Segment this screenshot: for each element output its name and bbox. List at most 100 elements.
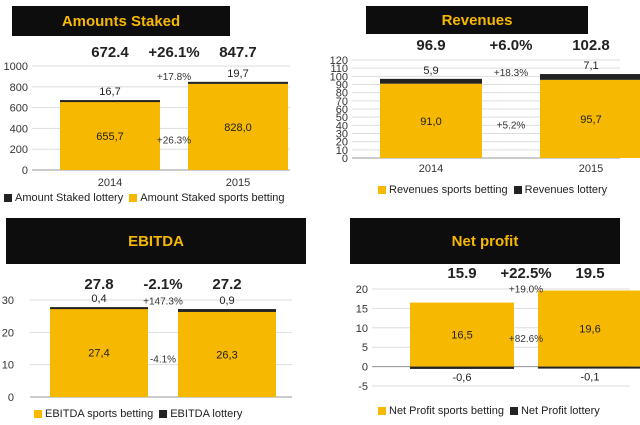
legend-label: Revenues lottery xyxy=(524,184,608,196)
legend-item: Revenues sports betting xyxy=(378,184,508,196)
chart-amounts-staked: 0 200 400 600 800 1000 655,7 16,7 672.4 2014 828,0… xyxy=(4,44,290,189)
data-label-lottery: -0,6 xyxy=(453,372,472,384)
data-label-sports-betting: 91,0 xyxy=(420,116,441,128)
change-label-sports-betting: +26.3% xyxy=(157,135,191,146)
legend-label: Amount Staked lottery xyxy=(15,192,124,204)
chart-title: EBITDA xyxy=(6,218,306,264)
y-tick-label: 90 xyxy=(336,80,348,92)
change-label-sports-betting: +5.2% xyxy=(497,121,526,132)
legend: Net Profit sports betting Net Profit lott… xyxy=(378,405,606,417)
bar-lottery xyxy=(60,100,160,103)
change-label-sports-betting: +82.6% xyxy=(509,334,543,345)
legend-swatch xyxy=(34,410,42,419)
data-label-lottery: 0,9 xyxy=(219,295,234,307)
y-tick-label: 0 xyxy=(362,362,368,374)
legend-label: Revenues sports betting xyxy=(389,184,508,196)
chart-title: Revenues xyxy=(366,6,588,34)
total-label: 19.5 xyxy=(575,265,604,282)
bar-lottery xyxy=(540,74,640,80)
data-label-sports-betting: 19,6 xyxy=(579,324,600,336)
legend-item: EBITDA lottery xyxy=(159,408,242,420)
legend-item: Revenues lottery xyxy=(513,184,608,196)
total-label: 27.8 xyxy=(84,276,113,293)
legend-label: EBITDA lottery xyxy=(170,408,243,420)
bar-sports-betting xyxy=(188,83,288,170)
bar-sports-betting xyxy=(410,302,514,367)
y-tick-label: 20 xyxy=(336,137,348,149)
data-label-sports-betting: 95,7 xyxy=(580,114,601,126)
y-tick-label: 400 xyxy=(10,123,28,135)
y-tick-label: 30 xyxy=(2,295,14,307)
total-label: 96.9 xyxy=(416,37,445,54)
y-tick-label: 60 xyxy=(336,104,348,116)
panel-amounts-staked: Amounts Staked 0 200 400 600 800 1000 655,7 16,… xyxy=(0,0,320,212)
y-tick-label: 100 xyxy=(330,71,348,83)
data-label-lottery: 16,7 xyxy=(99,86,120,98)
data-label-sports-betting: 26,3 xyxy=(216,349,237,361)
legend-item: EBITDA sports betting xyxy=(34,408,153,420)
x-tick-label: 2015 xyxy=(226,177,250,189)
y-tick-label: 20 xyxy=(2,327,14,339)
chart-ebitda: 0 10 20 30 27,4 0,427.8 26,3 0,9 27.2 -2.1% +147.3… xyxy=(2,276,292,404)
change-label-lottery: +18.3% xyxy=(494,68,528,79)
total-label: 15.9 xyxy=(447,265,476,282)
data-label-sports-betting: 16,5 xyxy=(451,330,472,342)
panel-revenues: Revenues 0 10 20 30 40 50 60 70 80 90 100 110 120 91,… xyxy=(320,0,640,212)
total-label: 672.4 xyxy=(91,44,129,61)
data-label-lottery: 0,4 xyxy=(91,293,106,305)
y-tick-label: 15 xyxy=(356,303,368,315)
data-label-lottery: 19,7 xyxy=(227,68,248,80)
y-tick-label: 50 xyxy=(336,112,348,124)
change-label-lottery: +19.0% xyxy=(509,285,543,296)
data-label-lottery: -0,1 xyxy=(581,372,600,384)
legend: Amount Staked lottery Amount Staked sport… xyxy=(4,192,291,204)
bar-sports-betting xyxy=(50,308,148,397)
y-tick-label: 30 xyxy=(336,129,348,141)
total-change-label: +22.5% xyxy=(500,265,551,282)
legend-swatch xyxy=(378,186,386,195)
y-tick-label: 0 xyxy=(8,392,14,404)
total-change-label: +6.0% xyxy=(490,37,533,54)
bar-sports-betting xyxy=(178,311,276,397)
total-change-label: +26.1% xyxy=(148,44,199,61)
total-label: 102.8 xyxy=(572,37,610,54)
legend: EBITDA sports betting EBITDA lottery xyxy=(34,408,248,420)
y-tick-label: 10 xyxy=(336,145,348,157)
data-label-lottery: 5,9 xyxy=(423,65,438,77)
bar-lottery xyxy=(380,78,482,84)
chart-net-profit: -5 0 5 10 15 20 16,5 -0,6 15.9 19,6 -0,1 19.5 +22.5%… xyxy=(356,265,640,393)
y-tick-label: 10 xyxy=(356,323,368,335)
bar-lottery xyxy=(188,81,288,84)
legend-item: Amount Staked sports betting xyxy=(129,192,285,204)
chart-title: Amounts Staked xyxy=(12,6,230,36)
y-tick-label: 600 xyxy=(10,103,28,115)
y-tick-label: 10 xyxy=(2,360,14,372)
y-tick-label: 1000 xyxy=(4,61,28,73)
data-label-sports-betting: 655,7 xyxy=(96,131,124,143)
bar-lottery xyxy=(410,366,514,369)
y-tick-label: 5 xyxy=(362,342,368,354)
bar-lottery xyxy=(178,309,276,312)
legend-swatch xyxy=(513,186,522,195)
legend-label: EBITDA sports betting xyxy=(45,408,154,420)
x-tick-label: 2014 xyxy=(98,177,122,189)
total-change-label: -2.1% xyxy=(143,276,182,293)
y-tick-label: 200 xyxy=(10,144,28,156)
legend-swatch xyxy=(129,194,138,203)
y-tick-label: 20 xyxy=(356,284,368,296)
legend-item: Net Profit lottery xyxy=(509,405,600,417)
y-tick-label: 0 xyxy=(22,165,28,177)
panel-ebitda: EBITDA 0 10 20 30 27,4 0,4 27.8 26,3 0,9 27.2 -2.1… xyxy=(0,212,320,425)
bar-lottery xyxy=(538,366,640,369)
y-tick-label: -5 xyxy=(358,381,368,393)
legend-item: Net Profit sports betting xyxy=(378,405,504,417)
y-tick-label: 0 xyxy=(342,153,348,165)
legend-swatch xyxy=(159,410,168,419)
y-tick-label: 800 xyxy=(10,82,28,94)
change-label-lottery: +147.3% xyxy=(143,296,183,307)
legend-label: Net Profit sports betting xyxy=(389,405,504,417)
panel-net-profit: Net profit -5 0 5 10 15 20 16,5 -0,6 15.9 19,6 -0,… xyxy=(320,212,640,425)
total-label: 27.2 xyxy=(212,276,241,293)
legend-swatch xyxy=(509,407,518,416)
